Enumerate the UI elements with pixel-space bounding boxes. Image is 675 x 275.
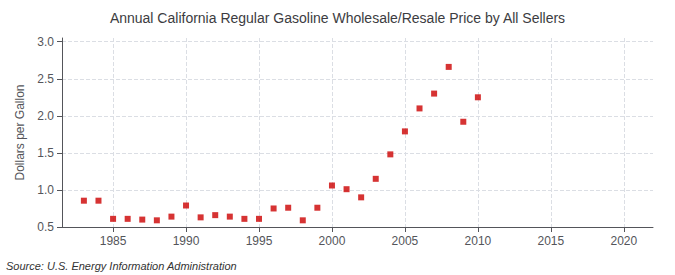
svg-text:2020: 2020: [610, 234, 637, 248]
svg-text:2005: 2005: [392, 234, 419, 248]
svg-text:Annual California Regular Gaso: Annual California Regular Gasoline Whole…: [110, 10, 565, 26]
svg-text:2.0: 2.0: [37, 109, 54, 123]
svg-text:2015: 2015: [538, 234, 565, 248]
svg-text:1985: 1985: [100, 234, 127, 248]
svg-text:1.0: 1.0: [37, 183, 54, 197]
svg-text:0.5: 0.5: [37, 220, 54, 234]
svg-text:2.5: 2.5: [37, 72, 54, 86]
svg-text:1.5: 1.5: [37, 146, 54, 160]
svg-text:Source: U.S. Energy Informatio: Source: U.S. Energy Information Administ…: [6, 260, 237, 272]
svg-text:2010: 2010: [465, 234, 492, 248]
svg-text:Dollars per Gallon: Dollars per Gallon: [13, 84, 27, 180]
svg-text:1990: 1990: [173, 234, 200, 248]
svg-text:2000: 2000: [319, 234, 346, 248]
svg-text:1995: 1995: [246, 234, 273, 248]
svg-text:3.0: 3.0: [37, 35, 54, 49]
